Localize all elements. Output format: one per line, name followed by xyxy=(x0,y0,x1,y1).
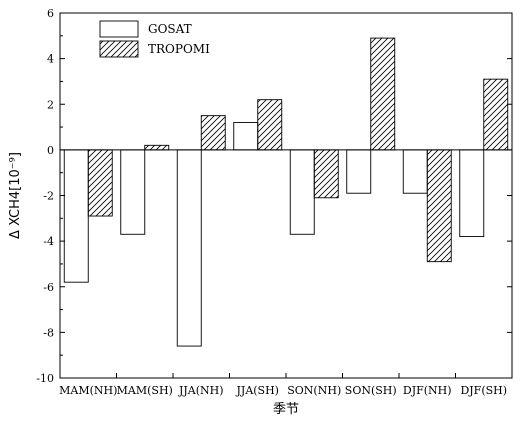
legend-swatch-tropomi xyxy=(99,40,139,58)
legend: GOSAT TROPOMI xyxy=(99,20,210,58)
legend-label-tropomi: TROPOMI xyxy=(148,42,210,56)
bar-tropomi-mamnh xyxy=(87,149,113,217)
y-tick-label: 4 xyxy=(47,53,54,66)
x-tick-label: SON(NH) xyxy=(287,384,341,397)
y-tick-label: 6 xyxy=(47,7,54,20)
y-tick-label: 2 xyxy=(47,98,54,111)
bar-tropomi-jjanh xyxy=(200,115,226,151)
legend-label-gosat: GOSAT xyxy=(148,22,192,36)
bar-gosat-jjash xyxy=(233,122,259,151)
bar-gosat-jjanh xyxy=(176,149,202,347)
bars xyxy=(63,37,509,347)
x-axis-title: 季节 xyxy=(273,402,299,417)
x-tick-label: JJA(SH) xyxy=(236,384,279,397)
bar-tropomi-sonsh xyxy=(370,37,396,151)
x-tick-label: MAM(SH) xyxy=(117,384,173,397)
bar-tropomi-sonnh xyxy=(313,149,339,199)
bar-tropomi-djfnh xyxy=(426,149,452,263)
y-tick-label: -2 xyxy=(43,190,54,203)
y-tick-label: 0 xyxy=(47,144,54,157)
x-tick-label: MAM(NH) xyxy=(59,384,117,397)
y-tick-label: -4 xyxy=(43,235,54,248)
x-tick-label: SON(SH) xyxy=(345,384,397,397)
y-tick-label: -8 xyxy=(43,326,54,339)
bar-gosat-mamnh xyxy=(63,149,89,283)
x-tick-label: DJF(SH) xyxy=(460,384,507,397)
x-tick-label: DJF(NH) xyxy=(403,384,452,397)
bar-gosat-sonnh xyxy=(289,149,315,235)
bar-tropomi-djfsh xyxy=(483,78,509,151)
bar-tropomi-mamsh xyxy=(144,144,170,151)
bar-tropomi-jjash xyxy=(257,99,283,151)
x-tick-label: JJA(NH) xyxy=(178,384,224,397)
y-tick-label: -6 xyxy=(43,281,54,294)
legend-swatch-gosat xyxy=(99,20,139,38)
bar-gosat-sonsh xyxy=(346,149,372,194)
y-axis-title: Δ XCH4[10⁻⁹] xyxy=(8,152,23,239)
y-tick-label: -10 xyxy=(36,372,54,385)
bar-gosat-mamsh xyxy=(120,149,146,235)
bar-gosat-djfnh xyxy=(402,149,428,194)
bar-gosat-djfsh xyxy=(459,149,485,238)
axes: -10 -8 -6 -4 -2 0 2 4 6 MAM(NH) MAM(SH) JJA(NH) JJA(… xyxy=(36,7,513,397)
